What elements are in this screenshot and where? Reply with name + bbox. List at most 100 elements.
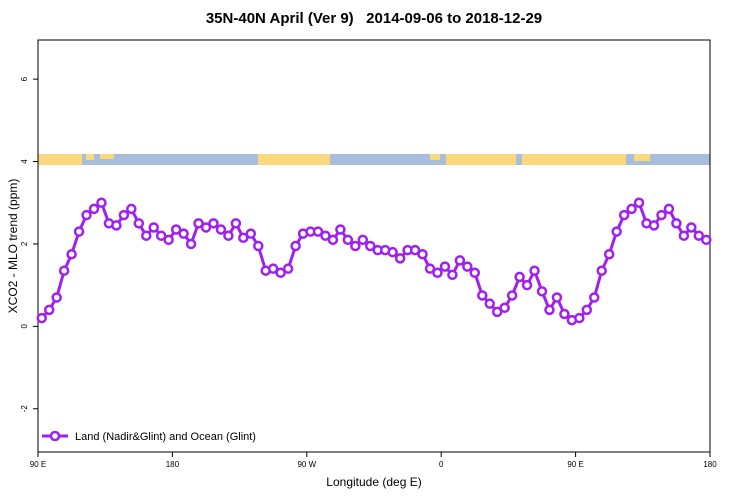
data-point bbox=[282, 263, 294, 274]
data-point bbox=[163, 234, 174, 246]
data-point bbox=[432, 267, 443, 279]
y-tick-label: 0 bbox=[20, 324, 29, 329]
data-point bbox=[312, 226, 324, 237]
data-point bbox=[327, 234, 339, 246]
data-point bbox=[238, 232, 249, 244]
data-point bbox=[499, 302, 510, 314]
data-point bbox=[633, 197, 645, 208]
data-point bbox=[81, 209, 92, 221]
data-point bbox=[581, 304, 593, 316]
data-point bbox=[409, 244, 421, 256]
data-point bbox=[574, 312, 585, 324]
data-point bbox=[178, 228, 189, 239]
data-point bbox=[73, 226, 85, 237]
legend: Land (Nadir&Glint) and Ocean (Glint) bbox=[42, 430, 256, 443]
data-point bbox=[36, 312, 47, 324]
data-point bbox=[506, 290, 518, 301]
data-point bbox=[335, 224, 346, 235]
data-point bbox=[656, 209, 667, 221]
data-point bbox=[43, 304, 55, 316]
data-point bbox=[693, 230, 705, 241]
data-point bbox=[141, 230, 152, 241]
data-point bbox=[267, 263, 279, 274]
data-point bbox=[394, 253, 406, 264]
data-point bbox=[559, 308, 570, 320]
data-point bbox=[589, 292, 600, 303]
data-point bbox=[491, 306, 503, 318]
data-point bbox=[701, 234, 712, 246]
x-tick-label: 90 W bbox=[297, 460, 316, 469]
data-point bbox=[678, 230, 690, 241]
data-point bbox=[58, 265, 70, 276]
data-point bbox=[223, 230, 234, 241]
chart-title: 35N-40N April (Ver 9) 2014-09-06 to 2018… bbox=[206, 10, 542, 27]
y-tick-label: 2 bbox=[20, 241, 29, 246]
data-point bbox=[66, 248, 77, 260]
data-point bbox=[126, 203, 137, 215]
data-point bbox=[96, 197, 107, 208]
data-point bbox=[111, 220, 122, 231]
y-axis-label: XCO2 - MLO trend (ppm) bbox=[6, 179, 20, 314]
legend-marker bbox=[49, 430, 61, 442]
land-ocean-strip bbox=[38, 154, 710, 165]
data-point bbox=[603, 248, 615, 260]
data-point bbox=[230, 218, 242, 229]
data-point bbox=[200, 222, 212, 233]
data-point bbox=[439, 261, 451, 272]
data-point bbox=[365, 240, 376, 252]
data-point bbox=[536, 286, 548, 297]
data-point bbox=[514, 271, 525, 283]
data-point bbox=[544, 304, 555, 316]
data-point bbox=[133, 218, 145, 229]
data-point bbox=[170, 224, 182, 235]
data-point bbox=[245, 228, 257, 239]
data-point bbox=[454, 255, 466, 266]
data-point bbox=[275, 267, 286, 279]
x-tick-label: 180 bbox=[166, 460, 180, 469]
x-tick-label: 90 E bbox=[567, 460, 583, 469]
data-point bbox=[320, 230, 331, 241]
data-point bbox=[611, 226, 622, 237]
data-point bbox=[521, 279, 533, 291]
x-axis-label: Longitude (deg E) bbox=[326, 475, 421, 489]
data-point bbox=[155, 230, 167, 241]
data-point bbox=[118, 209, 130, 221]
legend-label: Land (Nadir&Glint) and Ocean (Glint) bbox=[75, 431, 256, 443]
data-point bbox=[663, 203, 675, 215]
data-point bbox=[462, 261, 473, 272]
data-point bbox=[185, 238, 197, 250]
data-point bbox=[417, 248, 428, 260]
data-point bbox=[484, 298, 495, 309]
data-point bbox=[51, 292, 62, 303]
x-tick-label: 90 E bbox=[30, 460, 46, 469]
x-tick-label: 0 bbox=[439, 460, 444, 469]
data-point bbox=[477, 290, 488, 301]
data-point bbox=[626, 203, 637, 215]
data-point bbox=[193, 218, 204, 229]
data-point bbox=[342, 234, 354, 246]
y-tick-label: -2 bbox=[20, 405, 29, 413]
data-point bbox=[148, 222, 159, 233]
data-point bbox=[253, 240, 264, 252]
data-point bbox=[618, 209, 630, 221]
data-point bbox=[208, 218, 219, 229]
plot-frame bbox=[37, 39, 711, 453]
data-point bbox=[215, 224, 227, 235]
data-point bbox=[686, 222, 697, 233]
y-tick-label: 4 bbox=[20, 159, 29, 164]
data-point bbox=[357, 234, 369, 246]
x-tick-label: 180 bbox=[703, 460, 717, 469]
data-point bbox=[447, 269, 458, 281]
data-point bbox=[88, 203, 100, 215]
data-point bbox=[648, 220, 660, 231]
data-point bbox=[290, 240, 301, 252]
data-point bbox=[529, 265, 540, 276]
data-point bbox=[424, 263, 436, 274]
data-point bbox=[596, 265, 607, 276]
data-point bbox=[551, 292, 563, 303]
data-point bbox=[469, 267, 481, 279]
data-point bbox=[671, 218, 682, 229]
data-point bbox=[350, 240, 361, 252]
y-tick-label: 6 bbox=[20, 76, 29, 81]
